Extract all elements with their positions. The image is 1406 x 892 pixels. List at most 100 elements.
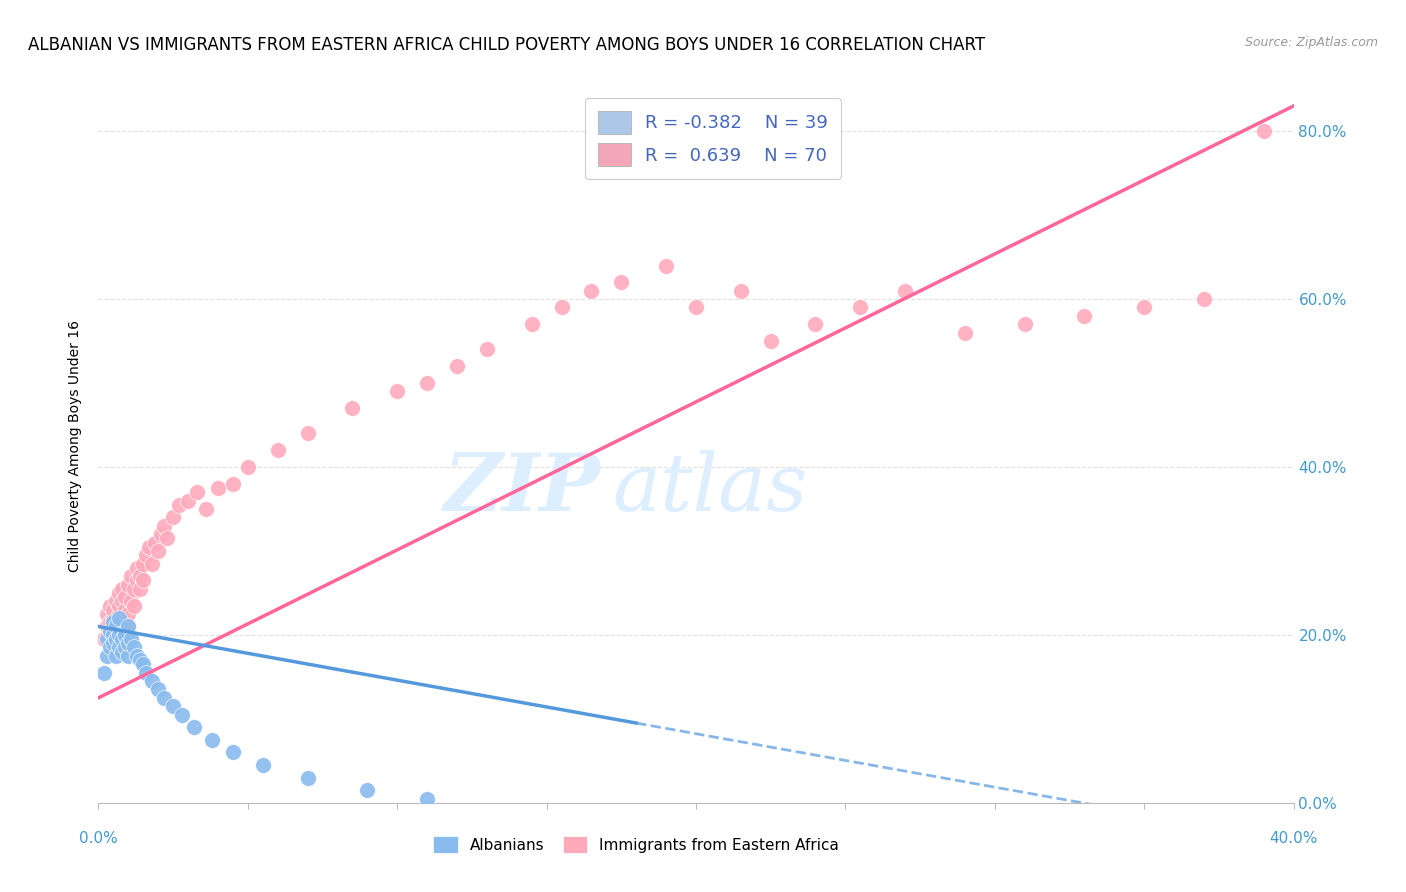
Point <box>1014 318 1036 332</box>
Point <box>114 628 136 642</box>
Point <box>105 648 128 663</box>
Point <box>1133 301 1156 315</box>
Point <box>108 607 131 621</box>
Point <box>804 318 827 332</box>
Point <box>124 582 146 596</box>
Point <box>148 544 170 558</box>
Point <box>201 732 224 747</box>
Point <box>385 384 409 399</box>
Point <box>759 334 782 348</box>
Point <box>342 401 364 416</box>
Point <box>103 611 125 625</box>
Point <box>132 557 155 571</box>
Point <box>117 648 139 663</box>
Text: ZIP: ZIP <box>443 450 600 527</box>
Point <box>127 574 149 588</box>
Point <box>207 481 229 495</box>
Point <box>117 607 139 621</box>
Point <box>114 640 136 655</box>
Point <box>849 301 872 315</box>
Point <box>520 318 543 332</box>
Point <box>148 682 170 697</box>
Point <box>117 619 139 633</box>
Point <box>98 599 122 613</box>
Point <box>153 690 176 705</box>
Point <box>446 359 468 374</box>
Point <box>143 535 166 549</box>
Point <box>475 343 498 357</box>
Point <box>156 532 179 546</box>
Point <box>98 640 122 655</box>
Point <box>236 460 259 475</box>
Point <box>186 485 208 500</box>
Point <box>96 648 118 663</box>
Point <box>162 699 184 714</box>
Point <box>297 426 319 441</box>
Point <box>117 619 139 633</box>
Point <box>108 640 131 655</box>
Point <box>730 284 752 298</box>
Point <box>117 577 139 591</box>
Point <box>96 607 118 621</box>
Point <box>111 594 134 608</box>
Point <box>135 548 157 562</box>
Point <box>96 632 118 646</box>
Point <box>135 665 157 680</box>
Point <box>105 594 128 608</box>
Point <box>172 707 194 722</box>
Point <box>108 628 131 642</box>
Point <box>183 720 205 734</box>
Legend: Albanians, Immigrants from Eastern Africa: Albanians, Immigrants from Eastern Afric… <box>427 830 845 859</box>
Text: 40.0%: 40.0% <box>1270 831 1317 847</box>
Point <box>103 603 125 617</box>
Point <box>153 518 176 533</box>
Point <box>1192 292 1215 306</box>
Point <box>129 653 152 667</box>
Point <box>195 502 218 516</box>
Point <box>111 632 134 646</box>
Point <box>953 326 976 340</box>
Point <box>129 569 152 583</box>
Point <box>96 619 118 633</box>
Point <box>105 632 128 646</box>
Point <box>138 540 160 554</box>
Point <box>132 574 155 588</box>
Point <box>93 665 115 680</box>
Point <box>108 599 131 613</box>
Y-axis label: Child Poverty Among Boys Under 16: Child Poverty Among Boys Under 16 <box>69 320 83 572</box>
Point <box>167 498 190 512</box>
Point <box>141 674 163 689</box>
Point <box>685 301 707 315</box>
Point <box>162 510 184 524</box>
Point <box>120 594 142 608</box>
Point <box>252 758 274 772</box>
Point <box>103 615 125 630</box>
Point <box>416 791 439 805</box>
Point <box>222 746 245 760</box>
Point <box>356 783 378 797</box>
Text: atlas: atlas <box>613 450 807 527</box>
Point <box>111 582 134 596</box>
Point <box>105 619 128 633</box>
Point <box>120 632 142 646</box>
Text: Source: ZipAtlas.com: Source: ZipAtlas.com <box>1244 36 1378 49</box>
Point <box>105 619 128 633</box>
Point <box>129 582 152 596</box>
Point <box>111 611 134 625</box>
Point <box>124 599 146 613</box>
Point <box>114 603 136 617</box>
Point <box>103 636 125 650</box>
Point <box>120 569 142 583</box>
Point <box>93 632 115 646</box>
Point <box>124 640 146 655</box>
Point <box>141 557 163 571</box>
Point <box>222 476 245 491</box>
Point <box>416 376 439 390</box>
Point <box>98 624 122 638</box>
Point <box>581 284 603 298</box>
Text: 0.0%: 0.0% <box>79 831 118 847</box>
Point <box>655 259 678 273</box>
Point <box>177 493 200 508</box>
Point <box>111 645 134 659</box>
Text: ALBANIAN VS IMMIGRANTS FROM EASTERN AFRICA CHILD POVERTY AMONG BOYS UNDER 16 COR: ALBANIAN VS IMMIGRANTS FROM EASTERN AFRI… <box>28 36 986 54</box>
